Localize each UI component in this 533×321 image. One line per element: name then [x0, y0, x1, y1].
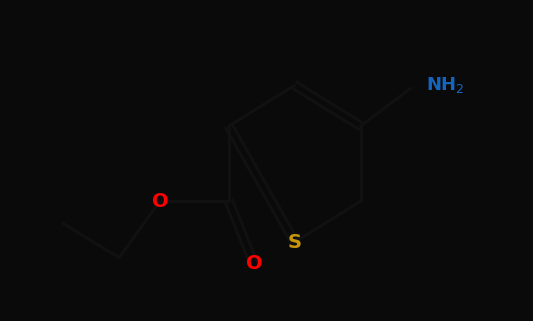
- Text: O: O: [151, 192, 168, 211]
- Text: O: O: [246, 255, 262, 273]
- Text: S: S: [288, 232, 302, 252]
- Text: NH$_2$: NH$_2$: [426, 75, 465, 95]
